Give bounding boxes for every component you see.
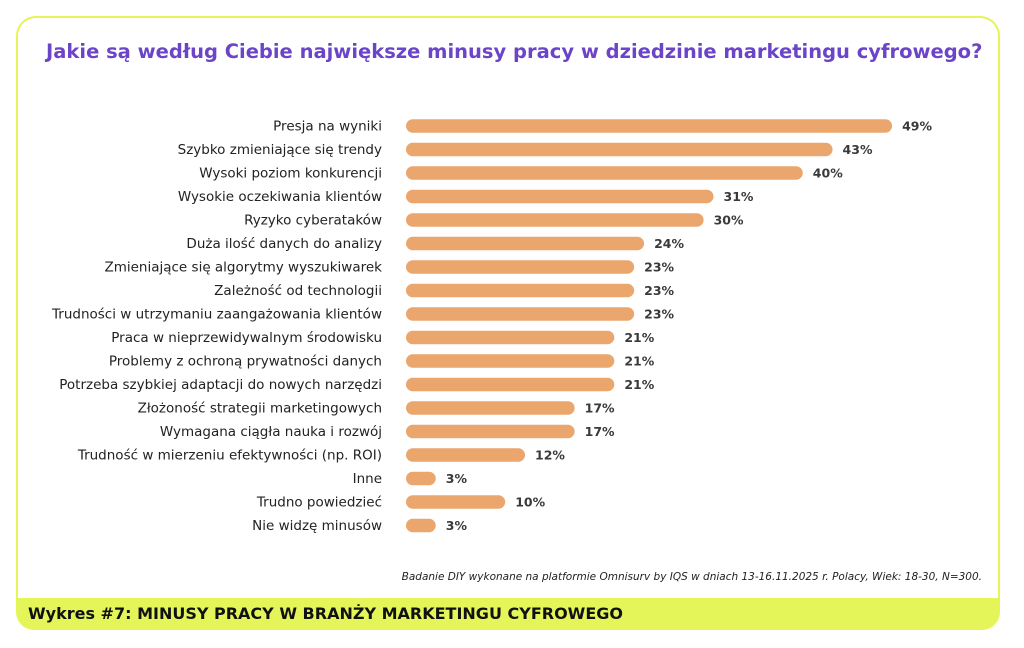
value-label: 23% [644,307,674,322]
value-label: 3% [446,471,468,486]
value-label: 21% [624,377,654,392]
value-label: 10% [515,495,545,510]
category-label: Złożoność strategii marketingowych [138,401,382,417]
bar [406,354,615,368]
category-label: Trudność w mierzeniu efektywności (np. R… [77,448,382,464]
category-label: Wysokie oczekiwania klientów [178,189,382,205]
category-label: Wysoki poziom konkurencji [199,166,382,182]
value-label: 49% [902,119,932,134]
value-label: 17% [585,424,615,439]
category-label: Nie widzę minusów [252,518,382,534]
value-label: 12% [535,448,565,463]
bar [406,495,506,509]
bar [406,260,635,274]
value-label: 21% [624,330,654,345]
value-label: 40% [813,166,843,181]
category-label: Zmieniające się algorytmy wyszukiwarek [104,260,382,276]
bar [406,518,436,533]
category-label: Ryzyko cyberataków [244,213,382,229]
value-label: 31% [724,189,754,204]
value-label: 21% [624,354,654,369]
bar [406,401,575,415]
category-label: Potrzeba szybkiej adaptacji do nowych na… [59,377,382,393]
value-label: 3% [446,518,468,533]
bar [406,377,615,392]
bar [406,189,714,204]
category-label: Problemy z ochroną prywatności danych [109,354,382,370]
chart-card [16,16,1000,628]
category-label: Zależność od technologii [214,283,382,299]
value-label: 17% [585,401,615,416]
category-label: Wymagana ciągła nauka i rozwój [160,424,382,440]
bar [406,307,635,321]
chart-title: Jakie są według Ciebie największe minusy… [46,40,983,63]
bar [406,166,803,180]
bar [406,424,575,439]
bar [406,213,704,227]
survey-footnote: Badanie DIY wykonane na platformie Omnis… [401,571,982,583]
bar [406,142,833,157]
category-label: Praca w nieprzewidywalnym środowisku [111,330,382,346]
chart-caption: Wykres #7: MINUSY PRACY W BRANŻY MARKETI… [28,604,623,623]
category-label: Trudno powiedzieć [256,495,382,511]
bar [406,283,635,298]
bar [406,119,893,133]
bar [406,471,436,486]
category-label: Duża ilość danych do analizy [186,236,382,252]
bar [406,448,526,462]
caption-bar: Wykres #7: MINUSY PRACY W BRANŻY MARKETI… [16,598,1000,630]
category-label: Inne [353,471,382,487]
category-label: Presja na wyniki [273,119,382,135]
value-label: 30% [714,213,744,228]
category-label: Szybko zmieniające się trendy [178,142,382,158]
value-label: 23% [644,260,674,275]
value-label: 23% [644,283,674,298]
bar [406,236,645,251]
bar [406,330,615,345]
value-label: 43% [843,142,873,157]
category-label: Trudności w utrzymaniu zaangażowania kli… [51,307,382,323]
value-label: 24% [654,236,684,251]
